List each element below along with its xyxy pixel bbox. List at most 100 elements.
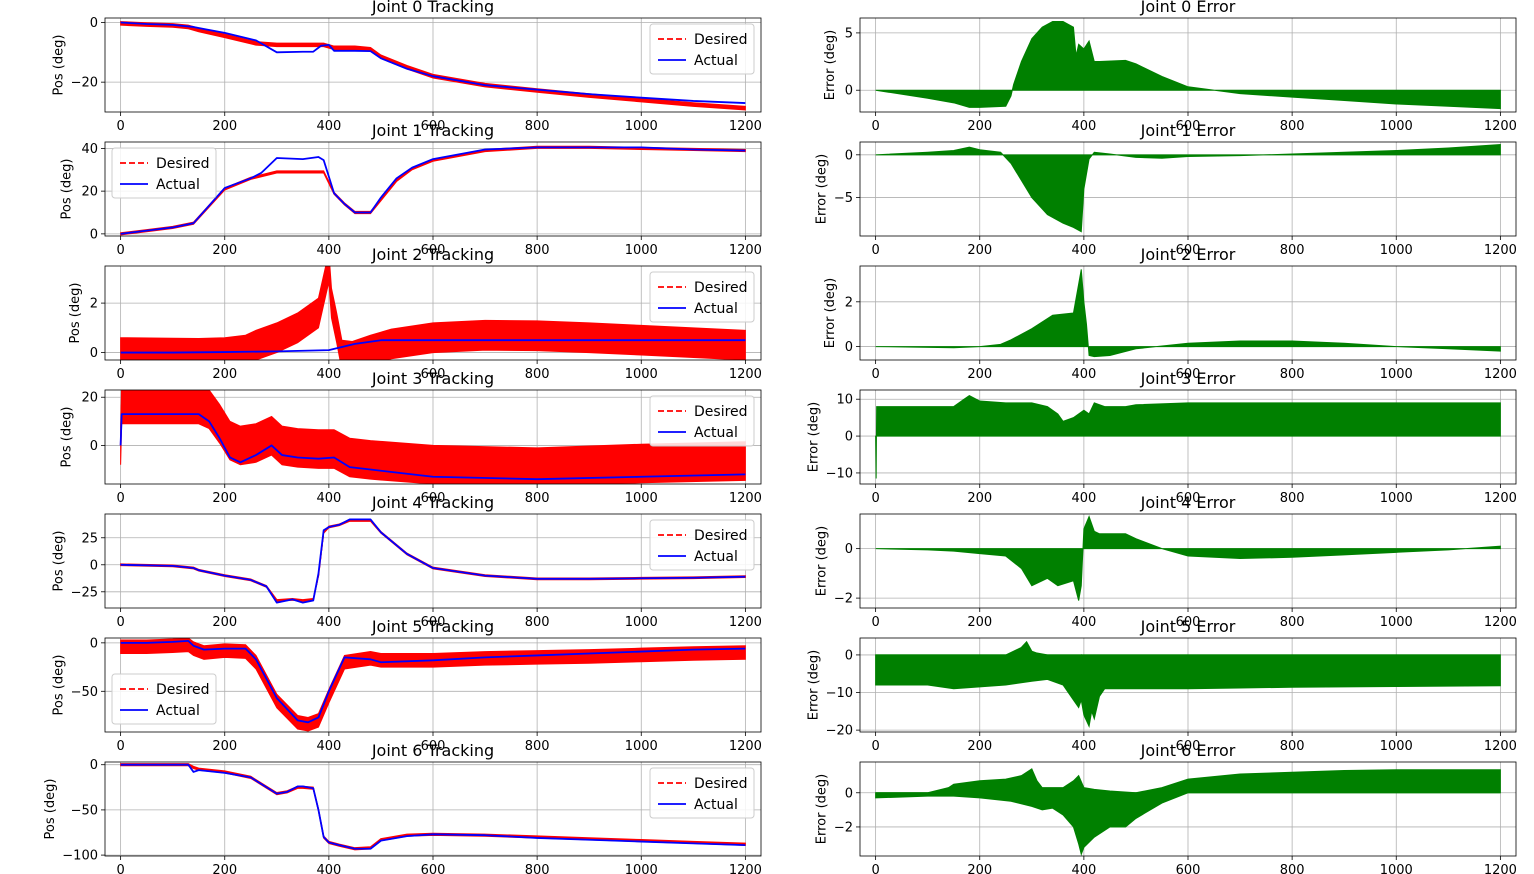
- x-tick-label: 1000: [625, 243, 658, 258]
- x-tick-label: 1200: [1484, 863, 1517, 874]
- legend: Desired Actual: [111, 147, 217, 199]
- subplot-title: Joint 1 Error: [1140, 121, 1236, 140]
- subplot-title: Joint 5 Tracking: [371, 617, 494, 636]
- x-tick-label: 600: [1176, 367, 1201, 382]
- legend-label-desired: Desired: [156, 156, 210, 172]
- x-tick-label: 1000: [1380, 491, 1413, 506]
- x-tick-label: 800: [1280, 863, 1305, 874]
- plot-area: [875, 20, 1501, 110]
- subplot-10: 0 200 400 600 800 1000 1200 10 0 −10 Error (deg) Jo…: [806, 369, 1517, 506]
- x-tick-label: 400: [316, 615, 341, 630]
- y-tick-label: −5: [834, 191, 853, 206]
- legend: Desired Actual: [111, 673, 217, 725]
- x-tick-label: 1200: [729, 739, 762, 754]
- plot-area: [119, 390, 746, 484]
- error-area-series: [875, 515, 1501, 601]
- legend-label-actual: Actual: [694, 53, 738, 69]
- x-tick-label: 600: [421, 491, 446, 506]
- desired-line: [120, 22, 746, 109]
- x-tick-label: 0: [871, 243, 879, 258]
- subplot-title: Joint 0 Error: [1140, 0, 1236, 16]
- actual-line: [120, 339, 746, 354]
- y-tick-label: −50: [71, 803, 98, 818]
- y-tick-label: 0: [90, 636, 98, 651]
- x-tick-label: 200: [212, 739, 237, 754]
- y-tick-label: 25: [81, 531, 98, 546]
- subplot-title: Joint 5 Error: [1140, 617, 1236, 636]
- legend: Desired Actual: [649, 767, 755, 819]
- y-tick-label: 20: [81, 185, 98, 200]
- legend-box: [649, 519, 755, 571]
- legend-box: [111, 673, 217, 725]
- x-tick-label: 600: [1176, 119, 1201, 134]
- x-tick-label: 200: [967, 491, 992, 506]
- x-tick-label: 400: [316, 367, 341, 382]
- x-tick-label: 1200: [729, 615, 762, 630]
- x-tick-label: 400: [1071, 739, 1096, 754]
- x-tick-label: 200: [967, 243, 992, 258]
- plot-area: [875, 515, 1501, 601]
- x-tick-label: 600: [1176, 491, 1201, 506]
- subplot-7: 0 200 400 600 800 1000 1200 5 0 Error (deg) Joint …: [823, 0, 1517, 134]
- legend-label-actual: Actual: [156, 177, 200, 193]
- desired-band: [120, 638, 746, 732]
- x-tick-label: 1200: [1484, 615, 1517, 630]
- x-tick-label: 1000: [1380, 863, 1413, 874]
- y-axis-label: Error (deg): [823, 30, 838, 100]
- subplot-12: 0 200 400 600 800 1000 1200 0 −10 −20 Error (deg) J…: [806, 617, 1517, 754]
- subplot-title: Joint 4 Error: [1140, 493, 1236, 512]
- legend-box: [649, 23, 755, 75]
- y-tick-label: 2: [845, 295, 853, 310]
- y-tick-label: 0: [845, 340, 853, 355]
- x-tick-label: 400: [1071, 367, 1096, 382]
- y-axis-label: Error (deg): [806, 402, 821, 472]
- subplot-title: Joint 3 Tracking: [371, 369, 494, 388]
- y-axis-label: Pos (deg): [51, 35, 66, 96]
- subplot-4: 0 200 400 600 800 1000 1200 25 0 −25 Pos (deg) Join…: [51, 493, 762, 630]
- x-tick-label: 200: [967, 367, 992, 382]
- actual-line: [119, 413, 746, 481]
- x-tick-label: 1200: [729, 863, 762, 874]
- legend-label-actual: Actual: [694, 301, 738, 317]
- y-tick-label: 0: [90, 227, 98, 242]
- y-tick-label: 0: [845, 84, 853, 99]
- x-tick-label: 0: [116, 243, 124, 258]
- x-tick-label: 200: [212, 243, 237, 258]
- error-area-series: [875, 394, 1501, 479]
- x-tick-label: 1200: [1484, 243, 1517, 258]
- legend-box: [649, 271, 755, 323]
- x-tick-label: 600: [1176, 863, 1201, 874]
- legend-label-desired: Desired: [694, 32, 748, 48]
- legend-label-desired: Desired: [694, 280, 748, 296]
- plot-area: [120, 638, 746, 732]
- x-tick-label: 600: [1176, 739, 1201, 754]
- x-tick-label: 0: [871, 739, 879, 754]
- actual-line: [120, 518, 746, 604]
- x-tick-label: 0: [116, 863, 124, 874]
- x-tick-label: 200: [212, 615, 237, 630]
- x-tick-label: 0: [116, 119, 124, 134]
- x-tick-label: 1200: [729, 119, 762, 134]
- subplot-title: Joint 1 Tracking: [371, 121, 494, 140]
- x-tick-label: 0: [116, 739, 124, 754]
- y-tick-label: −50: [71, 685, 98, 700]
- y-tick-label: −20: [826, 724, 853, 739]
- x-tick-label: 600: [1176, 615, 1201, 630]
- legend: Desired Actual: [649, 23, 755, 75]
- x-tick-label: 1000: [1380, 119, 1413, 134]
- subplot-title: Joint 3 Error: [1140, 369, 1236, 388]
- x-tick-label: 400: [1071, 243, 1096, 258]
- x-tick-label: 0: [871, 367, 879, 382]
- y-tick-label: 20: [81, 391, 98, 406]
- x-tick-label: 0: [871, 615, 879, 630]
- subplot-2: 0 200 400 600 800 1000 1200 0 2 Pos (deg) Joint 2 …: [68, 245, 762, 382]
- y-tick-label: 10: [836, 393, 853, 408]
- x-tick-label: 800: [525, 615, 550, 630]
- desired-band: [120, 21, 746, 111]
- x-tick-label: 0: [871, 491, 879, 506]
- y-tick-label: −100: [62, 849, 98, 864]
- x-tick-label: 1200: [1484, 739, 1517, 754]
- y-tick-label: 0: [845, 648, 853, 663]
- y-tick-label: −10: [826, 466, 853, 481]
- y-tick-label: 0: [845, 430, 853, 445]
